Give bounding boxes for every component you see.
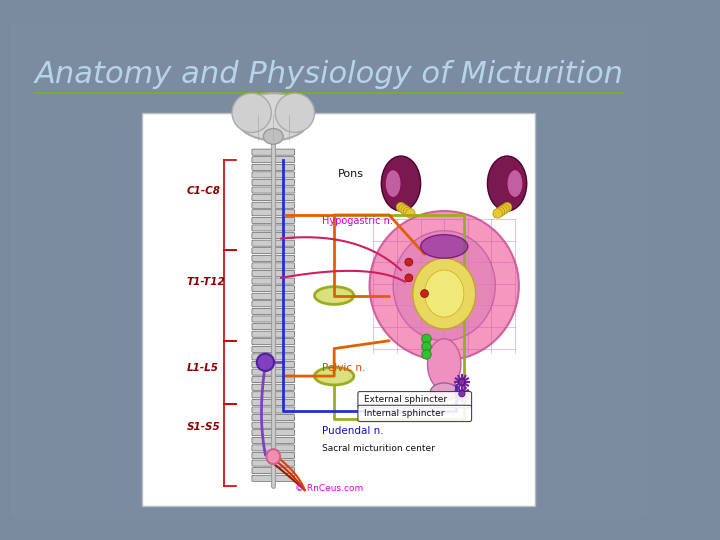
FancyBboxPatch shape	[252, 157, 294, 163]
Circle shape	[257, 354, 274, 371]
FancyBboxPatch shape	[252, 149, 294, 155]
FancyBboxPatch shape	[252, 187, 294, 193]
FancyBboxPatch shape	[252, 331, 294, 337]
FancyBboxPatch shape	[252, 164, 294, 170]
Ellipse shape	[487, 156, 527, 211]
Ellipse shape	[275, 93, 315, 132]
FancyBboxPatch shape	[252, 194, 294, 201]
FancyBboxPatch shape	[252, 210, 294, 216]
Circle shape	[422, 342, 431, 352]
Ellipse shape	[385, 170, 401, 197]
Circle shape	[405, 208, 415, 218]
Text: Pons: Pons	[338, 168, 364, 179]
Ellipse shape	[315, 367, 354, 385]
FancyBboxPatch shape	[252, 468, 294, 474]
FancyBboxPatch shape	[252, 415, 294, 421]
Text: Pelvic n.: Pelvic n.	[323, 363, 366, 373]
Ellipse shape	[428, 339, 461, 390]
FancyBboxPatch shape	[252, 233, 294, 239]
Circle shape	[399, 204, 408, 213]
FancyBboxPatch shape	[252, 392, 294, 398]
FancyBboxPatch shape	[252, 354, 294, 360]
Ellipse shape	[507, 170, 523, 197]
Text: L1-L5: L1-L5	[186, 363, 219, 373]
Circle shape	[422, 334, 431, 343]
Text: Sacral micturition center: Sacral micturition center	[323, 444, 436, 453]
Ellipse shape	[420, 235, 468, 258]
FancyBboxPatch shape	[252, 293, 294, 299]
FancyBboxPatch shape	[252, 361, 294, 368]
FancyBboxPatch shape	[252, 248, 294, 254]
FancyBboxPatch shape	[252, 286, 294, 292]
FancyBboxPatch shape	[252, 278, 294, 284]
FancyBboxPatch shape	[358, 392, 472, 408]
FancyBboxPatch shape	[252, 316, 294, 322]
Circle shape	[493, 208, 503, 218]
Circle shape	[459, 379, 465, 385]
FancyBboxPatch shape	[252, 339, 294, 345]
Ellipse shape	[382, 156, 420, 211]
FancyBboxPatch shape	[252, 422, 294, 428]
Ellipse shape	[369, 211, 519, 360]
Circle shape	[405, 258, 413, 266]
FancyBboxPatch shape	[252, 323, 294, 329]
FancyBboxPatch shape	[252, 376, 294, 383]
Ellipse shape	[393, 231, 495, 341]
Text: Anatomy and Physiology of Micturition: Anatomy and Physiology of Micturition	[35, 60, 624, 89]
Circle shape	[401, 206, 410, 215]
FancyBboxPatch shape	[252, 225, 294, 231]
Ellipse shape	[431, 383, 458, 401]
Text: T1-T12: T1-T12	[186, 277, 225, 287]
FancyBboxPatch shape	[252, 407, 294, 413]
FancyBboxPatch shape	[252, 400, 294, 406]
FancyBboxPatch shape	[252, 346, 294, 353]
Ellipse shape	[315, 287, 354, 305]
FancyBboxPatch shape	[252, 437, 294, 443]
Circle shape	[459, 390, 465, 397]
Circle shape	[405, 274, 413, 282]
Ellipse shape	[264, 129, 283, 144]
Text: S1-S5: S1-S5	[186, 422, 220, 432]
FancyBboxPatch shape	[358, 406, 472, 422]
FancyBboxPatch shape	[252, 217, 294, 224]
Ellipse shape	[413, 258, 476, 329]
Circle shape	[495, 207, 505, 217]
Ellipse shape	[232, 93, 271, 132]
FancyBboxPatch shape	[252, 475, 294, 481]
FancyBboxPatch shape	[252, 460, 294, 466]
Ellipse shape	[266, 449, 280, 464]
Circle shape	[422, 350, 431, 359]
FancyBboxPatch shape	[252, 263, 294, 269]
Text: C1-C8: C1-C8	[186, 186, 221, 197]
Text: Pudendal n.: Pudendal n.	[323, 426, 384, 436]
Circle shape	[396, 202, 405, 212]
FancyBboxPatch shape	[252, 369, 294, 375]
Bar	[142, 113, 534, 506]
FancyBboxPatch shape	[252, 301, 294, 307]
Text: External sphincter: External sphincter	[364, 395, 447, 404]
FancyBboxPatch shape	[252, 202, 294, 208]
FancyBboxPatch shape	[252, 172, 294, 178]
FancyBboxPatch shape	[252, 308, 294, 314]
Circle shape	[498, 206, 507, 215]
Circle shape	[420, 289, 428, 298]
Circle shape	[403, 207, 413, 217]
FancyBboxPatch shape	[252, 240, 294, 246]
FancyBboxPatch shape	[252, 445, 294, 451]
FancyBboxPatch shape	[252, 271, 294, 276]
Ellipse shape	[236, 93, 310, 140]
FancyBboxPatch shape	[252, 179, 294, 186]
FancyBboxPatch shape	[252, 430, 294, 436]
Text: Hypogastric n.: Hypogastric n.	[323, 216, 393, 226]
Ellipse shape	[425, 270, 464, 317]
Text: © RnCeus.com: © RnCeus.com	[295, 484, 363, 492]
FancyBboxPatch shape	[9, 19, 649, 521]
FancyBboxPatch shape	[252, 453, 294, 458]
Text: Internal sphincter: Internal sphincter	[364, 409, 444, 418]
Circle shape	[503, 202, 512, 212]
Circle shape	[500, 204, 510, 213]
FancyBboxPatch shape	[252, 384, 294, 390]
FancyBboxPatch shape	[252, 255, 294, 261]
